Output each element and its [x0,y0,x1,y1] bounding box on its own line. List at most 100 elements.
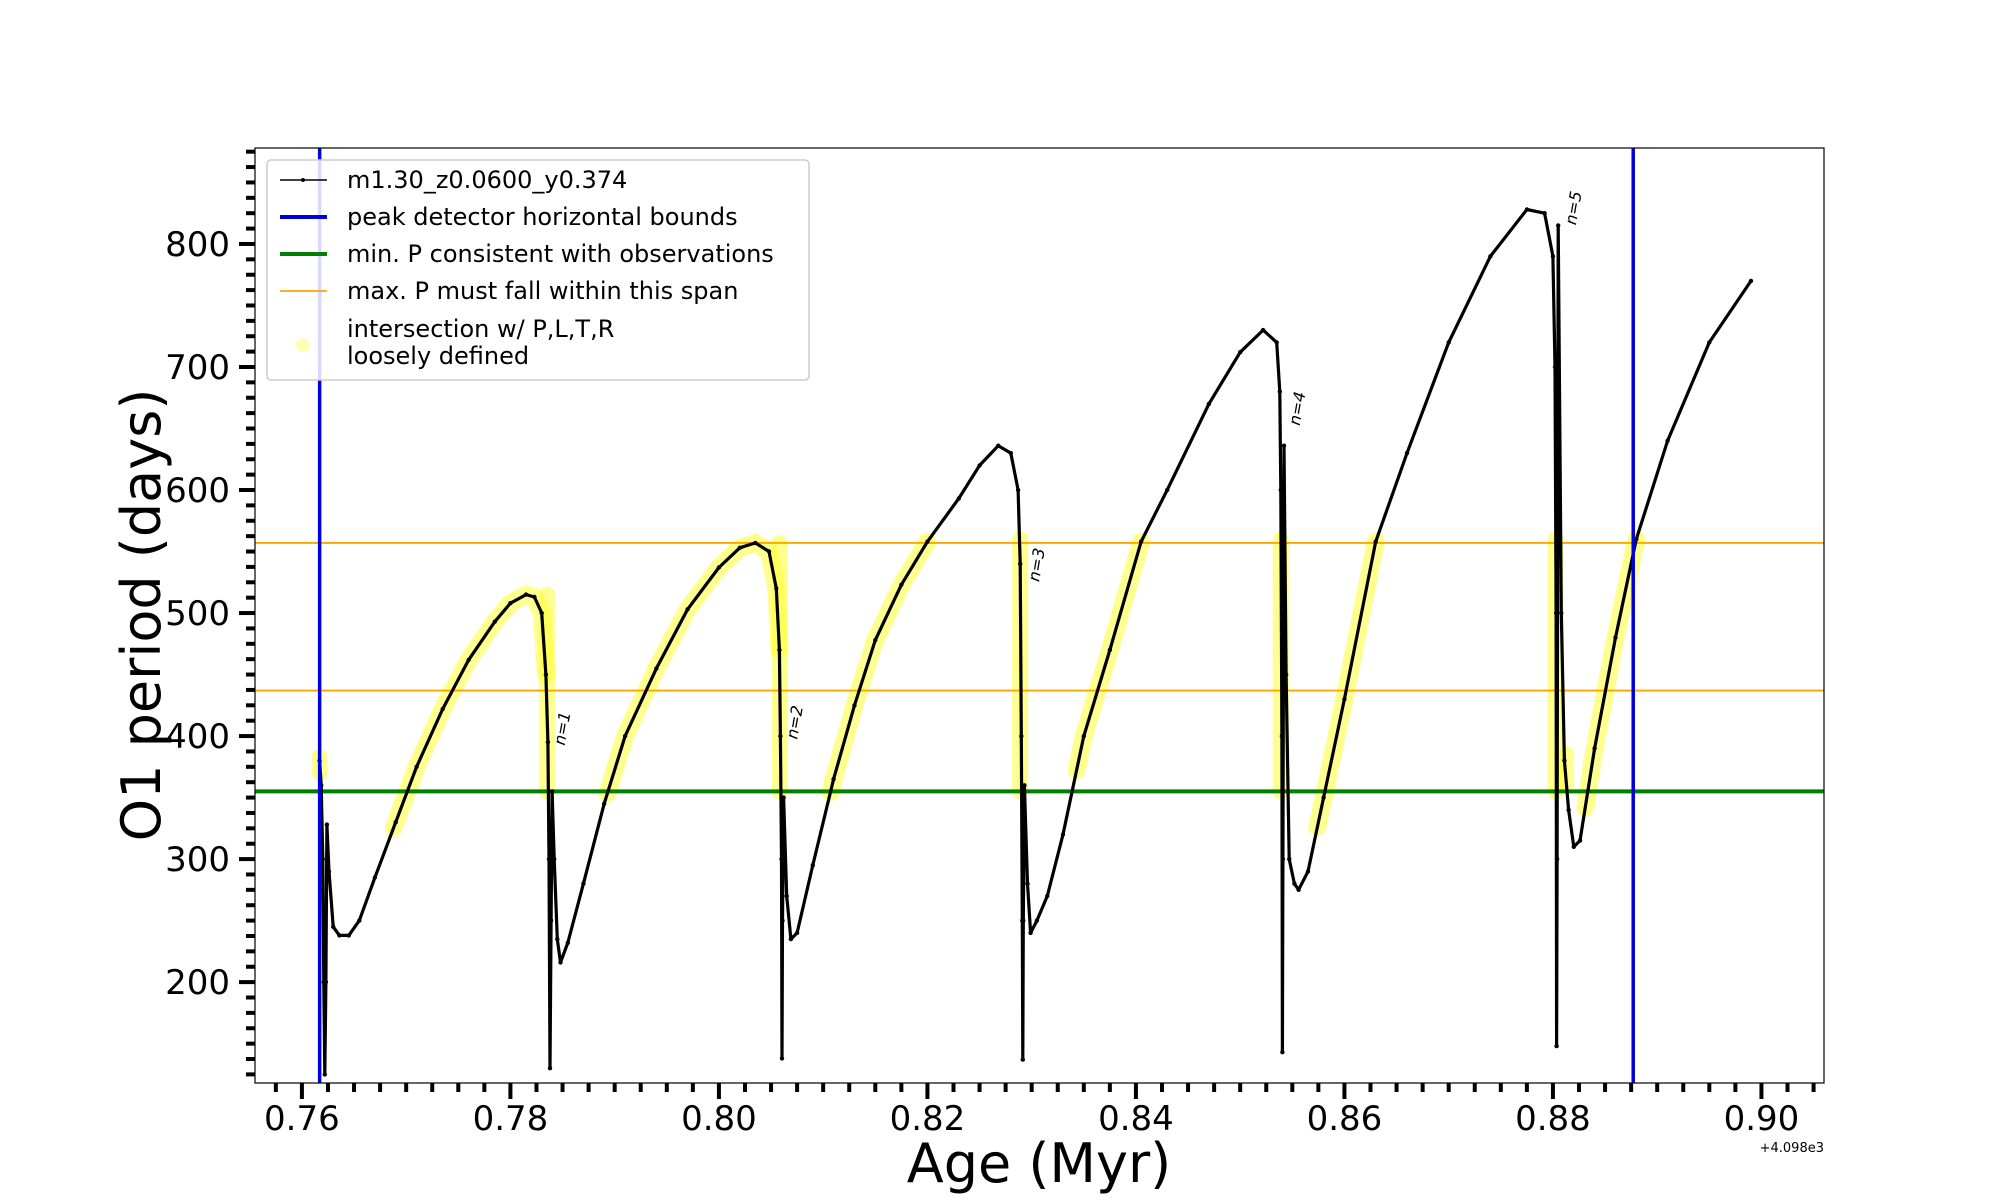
series-point-25 [546,856,552,862]
series-point-106 [1556,223,1561,228]
series-point-110 [1571,844,1577,849]
series-point-75 [1107,647,1113,653]
plot-frame [254,147,1825,1084]
series-point-12 [357,918,362,923]
series-point-39 [737,545,742,550]
x-offset-label: +4.098e3 [1760,1141,1824,1156]
series-point-37 [685,607,690,612]
x-axis-label: Age (Myr) [907,1132,1172,1195]
x-axis: 0.76 0.78 0.80 0.82 0.84 0.86 0.88 0.90 [264,1083,1816,1139]
series-point-17 [466,657,471,662]
series-point-86 [1280,856,1286,862]
series-point-8 [326,869,332,874]
series-point-18 [492,619,497,624]
series-point-20 [523,592,529,597]
series-point-116 [1707,340,1712,345]
series-point-23 [543,672,549,677]
series-point-112 [1592,746,1597,751]
legend-label: min. P consistent with observations [347,240,774,268]
legend-entry-1: m1.30_z0.0600_y0.374 [280,166,627,194]
series-point-83 [1278,487,1284,493]
series-point-61 [1008,450,1013,456]
x-tick-label: 0.82 [890,1099,966,1139]
series-point-87 [1281,443,1287,448]
series-point-67 [1021,918,1026,923]
series-point-55 [873,637,878,643]
x-tick-label: 0.78 [473,1099,549,1139]
series-point-58 [956,496,961,501]
series-point-93 [1321,795,1326,800]
series-point-92 [1305,869,1311,874]
legend-entry-2: peak detector horizontal bounds [280,203,738,231]
legend-label: intersection w/ P,L,T,R [347,315,614,343]
x-tick-label: 0.76 [264,1099,340,1139]
legend-label: peak detector horizontal bounds [347,203,738,231]
series-point-102 [1552,364,1558,370]
series-point-79 [1238,350,1243,355]
series-point-84 [1279,733,1285,739]
series-point-46 [779,1056,785,1061]
series-point-105 [1554,856,1560,862]
series-point-40 [753,540,758,546]
series-point-50 [788,936,794,942]
x-tick-label: 0.88 [1515,1099,1591,1139]
series-point-63 [1018,561,1023,566]
series-point-109 [1566,807,1571,813]
series-point-47 [780,918,785,923]
series-point-14 [393,820,398,825]
series-point-95 [1373,539,1378,544]
series-point-73 [1060,832,1066,837]
series-point-57 [925,539,930,544]
series-point-9 [331,924,336,929]
series-point-56 [899,582,904,587]
legend-entry-4: max. P must fall within this span [280,277,738,305]
series-point-38 [716,565,722,570]
legend-box [266,159,810,381]
y-tick-label: 500 [165,594,230,634]
series-point-76 [1138,539,1144,544]
y-tick-label: 600 [165,471,230,511]
series-point-11 [346,933,351,938]
series-point-89 [1287,856,1292,862]
y-tick-label: 800 [165,225,230,265]
series-point-33 [581,881,586,886]
series-point-48 [781,795,786,800]
series-point-5 [322,1072,327,1077]
y-tick-label: 300 [165,840,230,880]
series-point-88 [1283,672,1289,677]
series-point-44 [778,733,783,739]
series-point-82 [1277,389,1283,394]
series-point-54 [852,703,857,708]
series-layer [317,207,1754,1077]
series-point-15 [414,764,419,769]
series-point-3 [320,856,325,862]
series-point-74 [1081,733,1087,739]
legend-label: max. P must fall within this span [347,277,738,305]
y-axis-label: O1 period (days) [110,389,173,842]
legend-swatch [296,338,310,352]
series-point-108 [1562,758,1567,763]
series-point-77 [1165,487,1170,493]
series-point-28 [549,789,555,794]
series-point-32 [565,940,570,945]
series-point-34 [602,801,607,806]
series-point-114 [1634,537,1639,542]
highlight-segment-4 [598,533,789,803]
series-point-60 [996,443,1001,448]
series-point-10 [337,933,342,938]
y-tick-label: 400 [165,717,230,757]
series-point-27 [548,918,554,923]
series-point-100 [1542,211,1547,216]
series-point-26 [547,1066,553,1071]
legend-swatch-marker [301,178,305,182]
series-point-91 [1296,887,1301,892]
series-point-113 [1613,635,1618,640]
series-point-43 [777,647,782,653]
series-point-81 [1274,340,1279,345]
x-tick-label: 0.90 [1724,1099,1800,1139]
series-point-78 [1206,401,1212,407]
series-point-103 [1553,610,1559,616]
series-point-41 [766,549,772,554]
legend-label-line2: loosely defined [347,342,529,370]
series-point-29 [552,856,557,862]
